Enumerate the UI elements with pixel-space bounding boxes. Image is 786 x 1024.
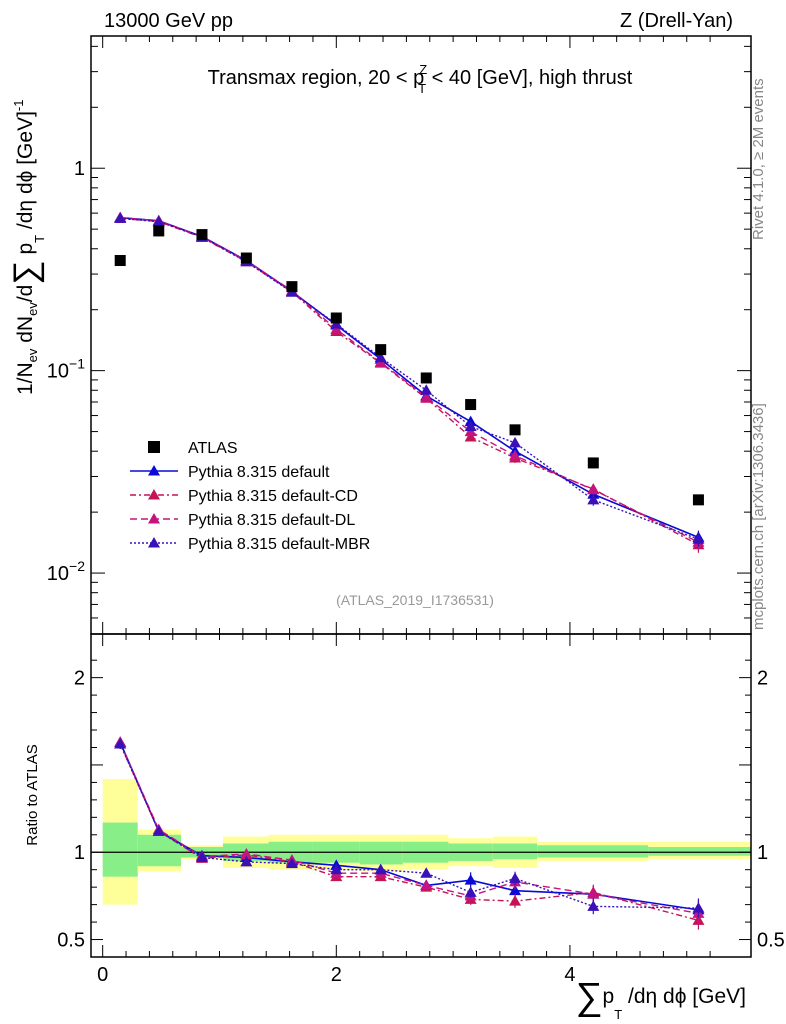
series-point-3 (114, 212, 127, 223)
ratio-point-2 (240, 847, 253, 859)
atlas-data-point (196, 229, 208, 241)
legend-label: Pythia 8.315 default-DL (188, 512, 355, 529)
series-point-3 (509, 436, 522, 448)
y-tick-label: 10−2 (47, 558, 85, 585)
series-point-3 (692, 533, 705, 544)
series-point-2 (587, 483, 600, 495)
series-line-1 (120, 217, 699, 546)
ratio-point-3 (330, 863, 343, 875)
legend-marker (148, 489, 160, 500)
series-point-2 (420, 391, 433, 402)
ratio-point-3 (464, 886, 477, 897)
band-inner-0 (102, 822, 138, 877)
legend-label: Pythia 8.315 default (188, 464, 330, 481)
atlas-data-point (153, 225, 165, 237)
legend-marker (148, 513, 160, 524)
legend-label: ATLAS (188, 440, 238, 457)
atlas-data-point (465, 399, 477, 411)
mcplots-label: mcplots.cern.ch [arXiv:1306.3436] (750, 403, 767, 630)
series-line-2 (120, 216, 699, 543)
ratio-point-3 (692, 902, 705, 913)
ratio-y-tick-label-right: 1 (757, 842, 768, 864)
x-tick-label: 0 (97, 964, 108, 986)
series-point-3 (152, 215, 165, 227)
y-tick-label: 1 (74, 158, 85, 180)
ratio-y-axis-label: Ratio to ATLAS (24, 744, 41, 845)
ratio-point-0 (509, 884, 522, 896)
legend-marker-atlas (148, 441, 160, 453)
series-point-3 (420, 384, 433, 395)
main-series-layer (114, 211, 705, 553)
atlas-data-point (330, 312, 342, 324)
series-point-1 (464, 431, 477, 442)
atlas-data-point (692, 494, 704, 506)
ratio-point-3 (195, 851, 208, 862)
atlas-data-point (114, 255, 126, 267)
rivet-version-label: Rivet 4.1.0, ≥ 2M events (750, 78, 767, 240)
legend-label: Pythia 8.315 default-CD (188, 488, 358, 505)
legend: ATLAS Pythia 8.315 default Pythia 8.315 de… (130, 440, 370, 553)
legend-marker (148, 465, 160, 476)
x-tick-label: 2 (331, 964, 342, 986)
ratio-y-tick-label: 2 (74, 668, 85, 690)
header-left: 13000 GeV pp (104, 10, 233, 32)
ratio-point-3 (374, 863, 387, 875)
ratio-y-tick-label: 0.5 (57, 930, 85, 952)
ratio-point-3 (240, 855, 253, 867)
series-line-3 (120, 217, 699, 540)
series-point-3 (464, 420, 477, 431)
x-tick-label: 4 (564, 964, 575, 986)
header-right: Z (Drell-Yan) (620, 10, 733, 32)
x-axis-label: ∑pT /dη dϕ [GeV] (575, 976, 746, 1022)
band-inner-10 (537, 845, 649, 858)
series-point-2 (330, 323, 343, 334)
ratio-point-3 (587, 900, 600, 911)
axes-layer: 0 2 4 1 10−1 10−2 0.5 0.5 1 1 2 2 (47, 35, 785, 986)
ratio-line-2 (119, 741, 699, 915)
y-axis-label: 1/Nev dNev/d∑ pT /dη dϕ [GeV]-1 (7, 100, 47, 395)
ratio-line-3 (119, 743, 699, 909)
ratio-y-tick-label-right: 2 (757, 668, 768, 690)
atlas-data-point (587, 457, 599, 469)
ratio-point-2 (420, 879, 433, 890)
atlas-data-point (509, 424, 521, 436)
band-inner-6 (359, 841, 403, 865)
band-inner-11 (648, 847, 751, 856)
series-point-2 (509, 449, 522, 461)
series-point-3 (374, 351, 387, 363)
ratio-point-3 (152, 825, 165, 836)
ratio-point-1 (509, 895, 522, 906)
analysis-tag: (ATLAS_2019_I1736531) (336, 592, 494, 608)
ratio-line-1 (119, 743, 699, 922)
ratio-point-3 (114, 737, 127, 749)
ratio-point-3 (285, 857, 298, 869)
series-point-3 (587, 493, 600, 505)
ratio-point-3 (509, 872, 522, 883)
y-tick-label: 10−1 (47, 356, 85, 383)
atlas-data-point (286, 281, 298, 293)
legend-marker (148, 537, 160, 548)
legend-label: Pythia 8.315 default-MBR (188, 536, 370, 553)
ratio-point-2 (587, 888, 600, 899)
band-inner-9 (492, 843, 538, 860)
atlas-data-point (240, 252, 252, 264)
ratio-line-0 (119, 741, 699, 911)
chart-title: Transmax region, 20 < pZ T < 40 [GeV], hi… (208, 62, 633, 96)
ratio-y-tick-label-right: 0.5 (757, 930, 785, 952)
ratio-point-0 (464, 874, 477, 885)
atlas-data-point (420, 372, 432, 384)
atlas-data-point (375, 344, 387, 356)
ratio-plot-area (91, 736, 751, 930)
ratio-frame (90, 633, 752, 958)
ratio-y-tick-label: 1 (74, 842, 85, 864)
ratio-point-3 (420, 867, 433, 878)
